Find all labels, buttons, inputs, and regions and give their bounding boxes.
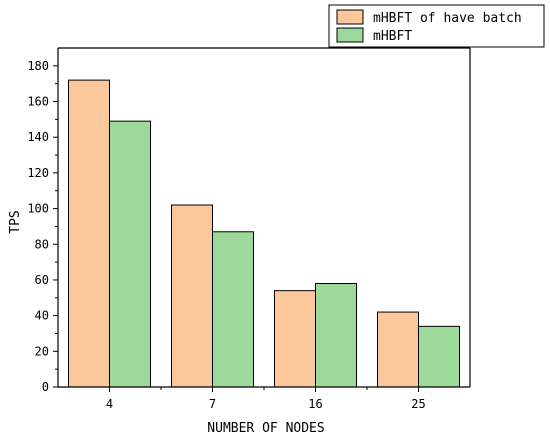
legend-label: mHBFT [373, 29, 412, 44]
x-tick-label: 7 [209, 397, 216, 411]
legend-swatch [336, 9, 364, 25]
bar-mhbft-25 [418, 325, 460, 388]
bar-mhbft-16 [315, 283, 357, 388]
bar-batch-25 [377, 311, 419, 388]
bar-mhbft-7 [212, 231, 254, 388]
plot-area [68, 79, 460, 388]
y-tick-label: 140 [27, 130, 49, 144]
x-tick-label: 16 [308, 397, 322, 411]
x-tick-label: 25 [411, 397, 425, 411]
legend: mHBFT of have batch mHBFT [328, 4, 545, 48]
y-tick-label: 40 [35, 309, 49, 323]
y-tick-label: 0 [42, 380, 49, 394]
bar-batch-16 [274, 290, 316, 388]
y-tick-label: 180 [27, 59, 49, 73]
x-axis-title: NUMBER OF NODES [207, 421, 324, 436]
axes: 0 20 40 60 80 100 120 140 160 180 4 7 16 25 [27, 47, 471, 411]
y-axis-title: TPS [8, 210, 23, 233]
legend-box [328, 4, 545, 48]
y-tick-label: 80 [35, 237, 49, 251]
x-tick-label: 4 [106, 397, 113, 411]
bar-batch-7 [171, 204, 213, 388]
y-tick-label: 160 [27, 95, 49, 109]
bar-batch-4 [68, 79, 110, 388]
y-tick-label: 120 [27, 166, 49, 180]
legend-swatch [336, 27, 364, 43]
y-tick-label: 20 [35, 344, 49, 358]
bar-mhbft-4 [109, 120, 151, 388]
y-tick-label: 60 [35, 273, 49, 287]
y-tick-label: 100 [27, 202, 49, 216]
legend-label: mHBFT of have batch [373, 11, 522, 26]
